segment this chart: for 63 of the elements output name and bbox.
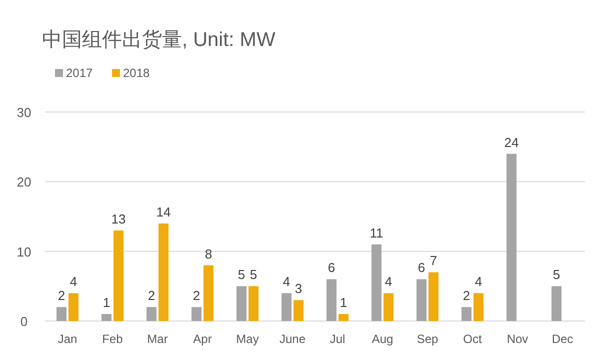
bar [282, 293, 292, 321]
data-label: 24 [504, 134, 519, 150]
bar [204, 265, 214, 321]
data-label: 13 [111, 211, 126, 226]
y-tick-label: 20 [16, 174, 32, 190]
data-label: 6 [328, 260, 336, 276]
data-label: 4 [474, 274, 482, 290]
data-label: 11 [370, 225, 384, 240]
data-label: 7 [430, 253, 438, 268]
x-tick-label: Dec [552, 332, 574, 346]
data-label: 1 [340, 295, 348, 310]
bar [474, 293, 484, 321]
x-tick-label: Jul [330, 332, 346, 346]
bar [326, 279, 336, 321]
bar [552, 286, 562, 321]
y-tick-label: 30 [16, 105, 32, 120]
x-tick-label: Aug [372, 332, 394, 346]
bar [102, 314, 112, 321]
chart-title: 中国组件出货量, Unit: MW [42, 29, 276, 51]
data-label: 4 [282, 274, 290, 290]
x-tick-label: Oct [463, 332, 482, 346]
data-label: 14 [156, 204, 171, 220]
data-label: 3 [294, 281, 302, 296]
bar [56, 307, 66, 321]
y-tick-label: 10 [16, 244, 32, 260]
legend-label: 2017 [66, 66, 94, 80]
data-label: 2 [462, 288, 470, 304]
data-label: 4 [70, 274, 78, 290]
data-label: 4 [384, 274, 392, 290]
bar [416, 279, 426, 321]
bar [114, 230, 124, 321]
bar [146, 307, 156, 321]
bar [236, 286, 246, 321]
bar [68, 293, 78, 321]
bar [372, 244, 382, 321]
bar [158, 223, 168, 321]
data-label: 5 [250, 267, 258, 282]
data-label: 5 [552, 267, 560, 282]
bar [506, 154, 516, 321]
x-tick-label: June [279, 332, 306, 346]
x-tick-label: Mar [147, 332, 168, 346]
bar [192, 307, 202, 321]
x-tick-label: May [236, 332, 259, 346]
bar [428, 272, 438, 321]
data-label: 2 [148, 288, 156, 304]
data-label: 5 [238, 267, 246, 282]
x-tick-label: Nov [506, 332, 528, 346]
x-tick-label: Jan [58, 332, 78, 346]
data-label: 1 [102, 295, 110, 310]
data-label: 2 [192, 288, 200, 304]
bar [294, 300, 304, 321]
x-tick-label: Apr [193, 332, 212, 346]
data-label: 2 [58, 288, 66, 304]
y-tick-label: 0 [20, 314, 28, 329]
bar [384, 293, 394, 321]
bar [248, 286, 258, 321]
data-label: 8 [204, 246, 212, 262]
legend-label: 2018 [123, 66, 150, 80]
data-label: 6 [418, 260, 426, 276]
bar [338, 314, 348, 321]
bar [462, 307, 472, 321]
x-tick-label: Feb [102, 332, 124, 346]
x-tick-label: Sep [416, 332, 438, 346]
